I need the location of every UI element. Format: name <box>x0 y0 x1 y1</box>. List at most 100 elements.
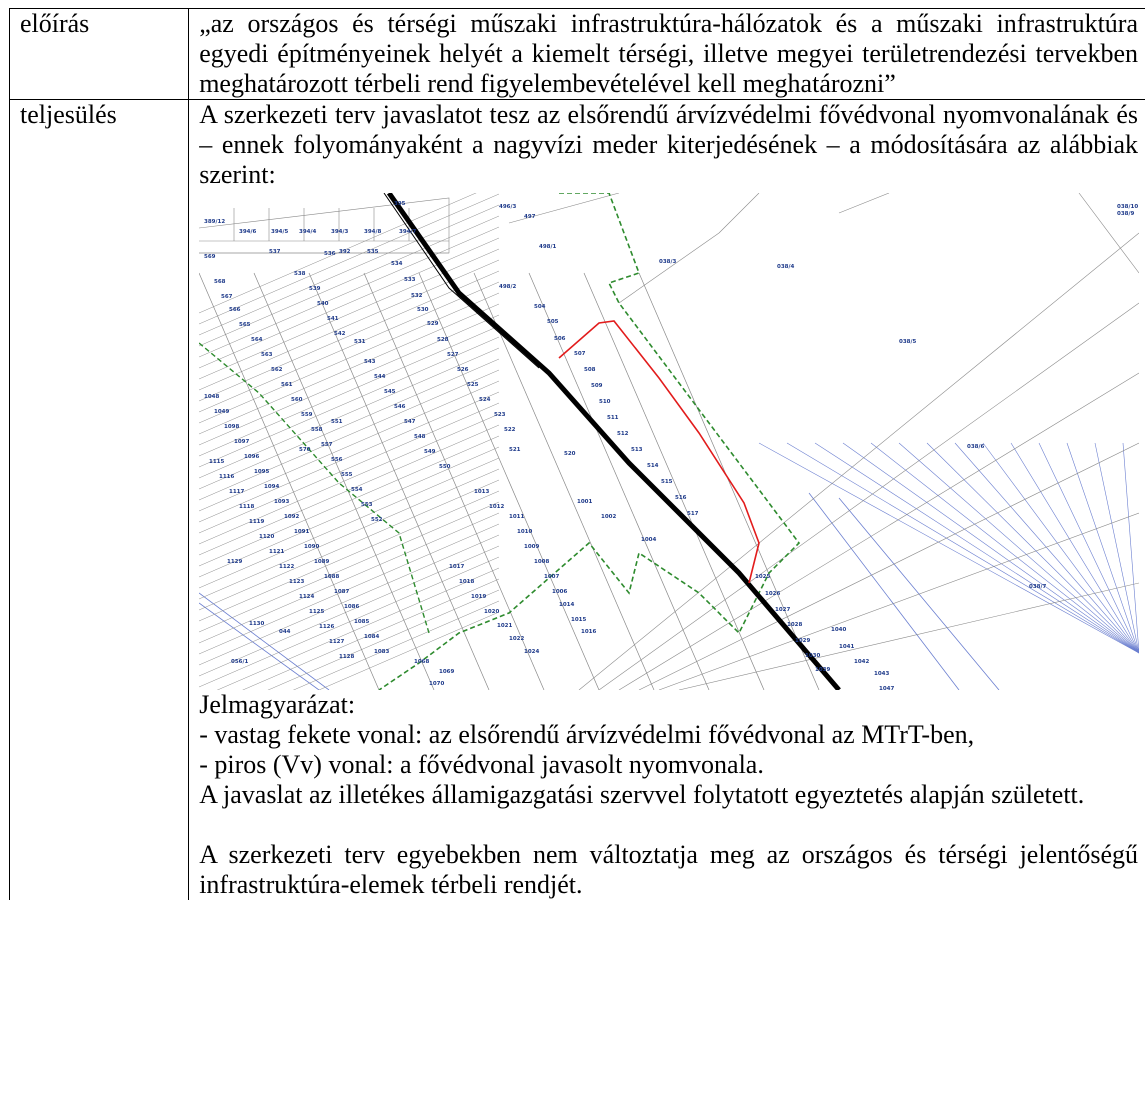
street-line <box>473 272 655 690</box>
rule-text: „az országos és térségi műszaki infrastr… <box>188 8 1145 100</box>
parcel-line <box>293 600 500 690</box>
parcel-number-label: 556 <box>331 457 343 463</box>
parcel-number-label: 532 <box>411 293 423 299</box>
parcel-line <box>199 556 500 688</box>
spacer <box>199 810 1145 840</box>
parcel-number-label: 544 <box>374 374 386 380</box>
parcel-number-label: 506 <box>554 336 566 342</box>
parcel-number-label: 1083 <box>374 649 389 655</box>
blue-hatch-line <box>899 442 1140 654</box>
parcel-number-label: 497 <box>524 214 536 220</box>
street-line <box>199 272 380 690</box>
parcel-number-label: 056/1 <box>231 659 248 665</box>
blue-hatch-line <box>1038 442 1140 654</box>
parcel-number-label: 1088 <box>324 574 339 580</box>
parcel-number-label: 528 <box>437 337 449 343</box>
parcel-number-label: 1002 <box>601 514 616 520</box>
parcel-number-label: 1016 <box>581 629 596 635</box>
parcel-number-label: 389/12 <box>204 219 225 225</box>
blue-hatch-line <box>982 442 1140 654</box>
blue-hatch-line <box>954 442 1140 654</box>
parcel-number-label: 525 <box>467 382 479 388</box>
parcel-number-label: 044 <box>279 629 291 635</box>
parcel-number-label: 1126 <box>319 624 334 630</box>
parcel-number-label: 1084 <box>364 634 379 640</box>
parcel-number-label: 1115 <box>209 459 224 465</box>
table-row: teljesülés A szerkezeti terv javaslatot … <box>8 99 1145 900</box>
parcel-line <box>1078 193 1140 274</box>
intro-paragraph: A szerkezeti terv javaslatot tesz az els… <box>199 100 1138 189</box>
parcel-number-label: 530 <box>417 307 429 313</box>
blue-hatch-line <box>843 442 1140 654</box>
parcel-line <box>199 380 500 512</box>
row-label: előírás <box>8 8 190 100</box>
parcel-number-label: 558 <box>311 427 323 433</box>
parcel-number-label: 560 <box>291 397 303 403</box>
parcel-number-label: 527 <box>447 352 459 358</box>
parcel-number-label: 1022 <box>509 636 524 642</box>
parcel-line <box>199 534 500 666</box>
parcel-number-label: 1042 <box>854 659 869 665</box>
parcel-number-label: 510 <box>599 399 611 405</box>
parcel-number-label: 1039 <box>815 667 830 673</box>
parcel-number-label: 1118 <box>239 504 254 510</box>
parcel-number-label: 568 <box>214 279 226 285</box>
parcel-line <box>199 523 500 655</box>
parcel-number-label: 520 <box>564 451 576 457</box>
blue-hatch-line <box>1066 442 1140 654</box>
parcel-number-label: 394/4 <box>299 229 316 235</box>
street-line <box>638 272 820 690</box>
parcel-number-label: 509 <box>591 383 603 389</box>
parcel-number-label: 394/8 <box>364 229 381 235</box>
parcel-number-label: 1090 <box>304 544 319 550</box>
parcel-number-label: 557 <box>321 442 333 448</box>
parcel-number-label: 540 <box>317 301 329 307</box>
parcel-number-label: 1049 <box>214 409 229 415</box>
table-row: előírás „az országos és térségi műszaki … <box>8 8 1145 100</box>
parcel-number-label: 394/7 <box>399 229 416 235</box>
parcel-number-label: 1129 <box>227 559 242 565</box>
parcel-number-label: 559 <box>301 412 313 418</box>
blue-hatch-line <box>759 442 1140 654</box>
parcel-line <box>199 490 500 622</box>
parcel-number-label: 1123 <box>289 579 304 585</box>
parcel-number-label: 1070 <box>429 681 444 687</box>
parcel-number-label: 533 <box>404 277 416 283</box>
parcel-line <box>199 512 500 644</box>
main-dyke-line <box>387 193 842 690</box>
parcel-number-label: 524 <box>479 397 491 403</box>
parcel-number-label: 1095 <box>254 469 269 475</box>
parcel-line <box>267 589 500 690</box>
street-line <box>583 272 765 690</box>
parcel-number-label: 1012 <box>489 504 504 510</box>
parcel-number-label: 1011 <box>509 514 524 520</box>
parcel-number-label: 538 <box>294 271 306 277</box>
parcel-number-label: 1068 <box>414 659 429 665</box>
parcel-number-label: 508 <box>584 367 596 373</box>
parcel-number-label: 394/3 <box>331 229 348 235</box>
floodbed-boundary <box>199 342 430 634</box>
parcel-number-label: 1043 <box>874 671 889 677</box>
parcel-number-label: 564 <box>251 337 263 343</box>
parcel-number-label: 1040 <box>831 627 846 633</box>
parcel-number-label: 535 <box>367 249 379 255</box>
street-line <box>308 272 490 690</box>
parcel-line <box>679 582 1140 690</box>
parcel-number-label: 1130 <box>249 621 264 627</box>
parcel-number-label: 498/2 <box>499 284 516 290</box>
parcel-number-label: 1085 <box>354 619 369 625</box>
parcel-number-label: 038/4 <box>777 264 794 270</box>
parcel-number-label: 496/3 <box>499 204 516 210</box>
parcel-number-label: 392 <box>339 249 351 255</box>
parcel-number-label: 1098 <box>224 424 239 430</box>
parcel-number-label: 395 <box>394 201 406 207</box>
parcel-number-label: 505 <box>547 319 559 325</box>
parcel-line <box>718 193 760 234</box>
parcel-number-label: 526 <box>457 367 469 373</box>
row-label: teljesülés <box>8 99 190 900</box>
parcel-number-label: 536 <box>324 251 336 257</box>
parcel-line <box>199 193 477 314</box>
parcel-line <box>619 372 1140 690</box>
parcel-number-label: 550 <box>439 464 451 470</box>
street-line <box>418 272 600 690</box>
